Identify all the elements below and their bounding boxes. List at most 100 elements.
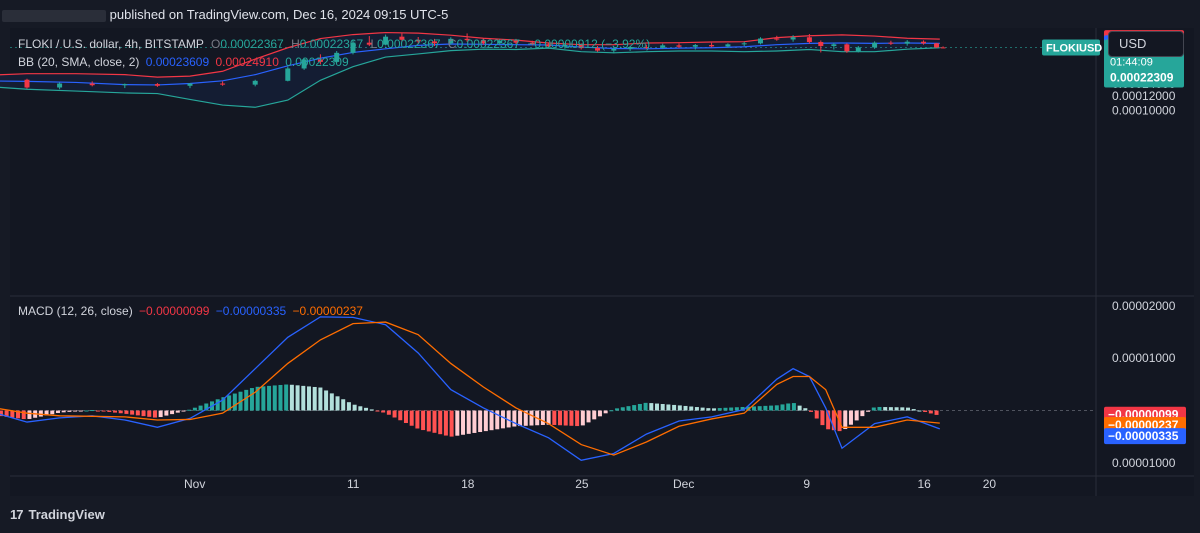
macd-hist-bar (506, 410, 511, 428)
macd-hist-bar (906, 407, 911, 411)
candle-body (334, 52, 340, 62)
macd-hist-bar (820, 410, 825, 426)
macd-hist-bar (923, 410, 928, 412)
macd-hist-bar (803, 408, 808, 411)
candle-body (187, 83, 193, 86)
macd-hist-bar (392, 410, 397, 418)
legend-c-value: 0.00022367 (456, 37, 520, 51)
macd-hist-bar (683, 405, 688, 411)
macd-price-text: −0.00000335 (1108, 429, 1179, 443)
macd-line (0, 316, 941, 461)
bb-label[interactable]: BB (20, SMA, close, 2) (18, 55, 140, 69)
macd-hist-bar (130, 410, 135, 415)
macd-hist-bar (324, 390, 329, 411)
macd-hist-bar (181, 410, 186, 412)
time-tick-label: 20 (983, 477, 997, 491)
macd-hist-bar (386, 410, 391, 415)
author-name-redacted (2, 9, 106, 22)
macd-hist-bar (483, 410, 488, 432)
macd-hist-bar (461, 410, 466, 435)
candle-body (806, 37, 812, 43)
macd-hist-bar (232, 393, 237, 411)
macd-hist-bar (740, 406, 745, 411)
candle-body (611, 48, 617, 51)
macd-hist-bar (843, 410, 848, 430)
macd-hist-value: −0.00000099 (139, 304, 210, 318)
macd-hist-bar (643, 402, 648, 411)
candle-body (497, 40, 503, 44)
legend-change: −0.00000912 (−3.92%) (527, 37, 651, 51)
macd-hist-bar (529, 410, 534, 426)
candle-body (350, 42, 356, 53)
macd-hist-bar (147, 410, 152, 417)
macd-hist-bar (877, 406, 882, 411)
time-tick-label: 9 (803, 477, 810, 491)
candle-body (578, 45, 584, 49)
macd-hist-bar (472, 410, 477, 433)
macd-hist-bar (221, 397, 226, 411)
legend-symbol[interactable]: FLOKI / U.S. dollar, 4h, BITSTAMP (18, 37, 204, 51)
bb-band-fill (0, 32, 940, 108)
macd-hist-bar (204, 403, 209, 411)
macd-tick-label: 0.00001000 (1112, 351, 1176, 365)
macd-hist-bar (301, 385, 306, 411)
macd-hist-bar (107, 410, 112, 412)
macd-hist-bar (489, 410, 494, 431)
macd-hist-bar (443, 410, 448, 436)
macd-hist-bar (306, 386, 311, 411)
macd-hist-bar (780, 404, 785, 411)
macd-hist-bar (141, 410, 146, 417)
macd-hist-bar (16, 410, 21, 419)
macd-hist-bar (569, 410, 574, 426)
macd-hist-bar (135, 410, 140, 416)
candle-body (660, 45, 666, 48)
macd-hist-bar (597, 410, 602, 417)
macd-hist-bar (689, 406, 694, 411)
macd-hist-bar (649, 403, 654, 411)
macd-hist-bar (364, 407, 369, 411)
macd-hist-bar (329, 393, 334, 411)
macd-hist-bar (478, 410, 483, 433)
macd-hist-bar (118, 410, 123, 414)
price-tick-label: 0.00012000 (1112, 89, 1176, 103)
candle-body (934, 43, 940, 48)
price-tick-label: 0.00010000 (1112, 103, 1176, 117)
candle-body (921, 41, 926, 44)
macd-hist-bar (358, 406, 363, 411)
macd-hist-bar (341, 399, 346, 411)
macd-label[interactable]: MACD (12, 26, close) (18, 304, 133, 318)
time-tick-label: 11 (347, 477, 360, 491)
legend-o-label: O (210, 37, 221, 51)
currency-button[interactable]: USD (1108, 31, 1184, 57)
macd-hist-bar (791, 403, 796, 411)
macd-hist-bar (712, 408, 717, 411)
bb-lower-line (0, 47, 940, 108)
macd-hist-bar (124, 410, 129, 414)
candle-body (122, 84, 128, 86)
macd-hist-bar (500, 410, 505, 429)
candle-body (448, 38, 454, 44)
macd-hist-bar (438, 410, 443, 435)
macd-hist-bar (729, 407, 734, 411)
macd-hist-bar (164, 410, 169, 416)
macd-hist-bar (21, 410, 26, 420)
symbol-tag-box (1042, 39, 1100, 56)
macd-hist-bar (50, 410, 55, 415)
macd-hist-bar (672, 404, 677, 411)
macd-hist-bar (352, 404, 357, 411)
macd-hist-bar (632, 405, 637, 411)
candle-body (383, 36, 389, 45)
main-legend: FLOKI / U.S. dollar, 4h, BITSTAMP O 0.000… (18, 37, 650, 51)
candle-body (741, 43, 747, 45)
macd-price-box (1104, 428, 1186, 445)
macd-hist-bar (44, 410, 49, 416)
macd-hist-bar (860, 410, 865, 417)
candle-body (709, 45, 715, 47)
bb-lower-price-text: 0.00022309 (1110, 71, 1174, 85)
macd-hist-bar (826, 410, 831, 430)
candle-body (399, 36, 405, 40)
macd-hist-bar (10, 410, 15, 418)
candle-body (513, 40, 519, 43)
macd-hist-bar (883, 407, 888, 411)
